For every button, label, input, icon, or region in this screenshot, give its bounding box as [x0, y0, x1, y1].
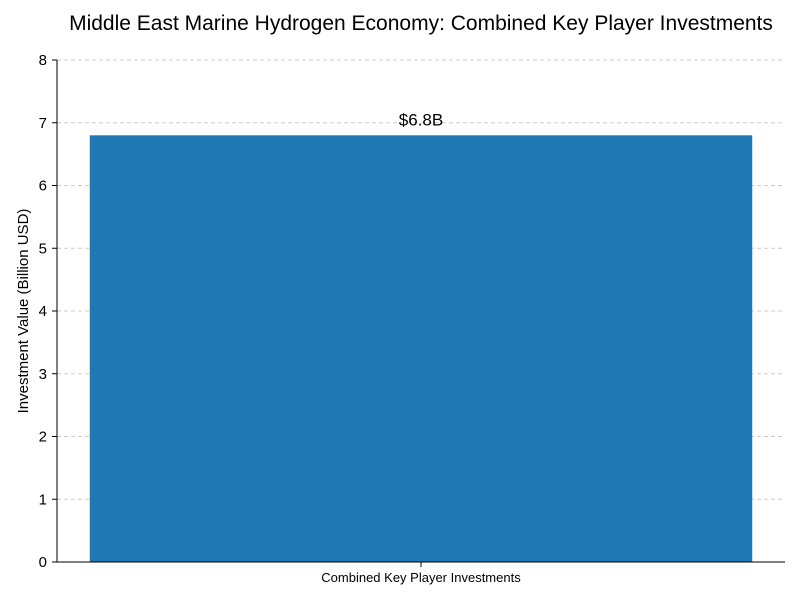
y-tick-label: 1 — [39, 491, 47, 508]
y-tick-label: 3 — [39, 366, 47, 383]
labels: 0 1 2 3 4 5 6 7 8 $6.8B Combined Key Player Invest… — [39, 52, 522, 585]
bars — [89, 135, 753, 563]
y-tick-label: 5 — [39, 240, 47, 257]
y-tick-label: 4 — [39, 303, 47, 320]
y-tick-label: 2 — [39, 429, 47, 446]
chart-title: Middle East Marine Hydrogen Economy: Com… — [69, 12, 773, 35]
y-tick-label: 8 — [39, 52, 47, 69]
x-tick-label: Combined Key Player Investments — [321, 570, 521, 585]
y-tick-label: 6 — [39, 178, 47, 195]
bar-0 — [89, 135, 753, 563]
y-axis-title: Investment Value (Billion USD) — [15, 209, 32, 414]
axes — [52, 59, 785, 567]
data-label: $6.8B — [399, 110, 443, 129]
y-tick-label: 7 — [39, 115, 47, 132]
y-tick-label: 0 — [39, 554, 47, 571]
